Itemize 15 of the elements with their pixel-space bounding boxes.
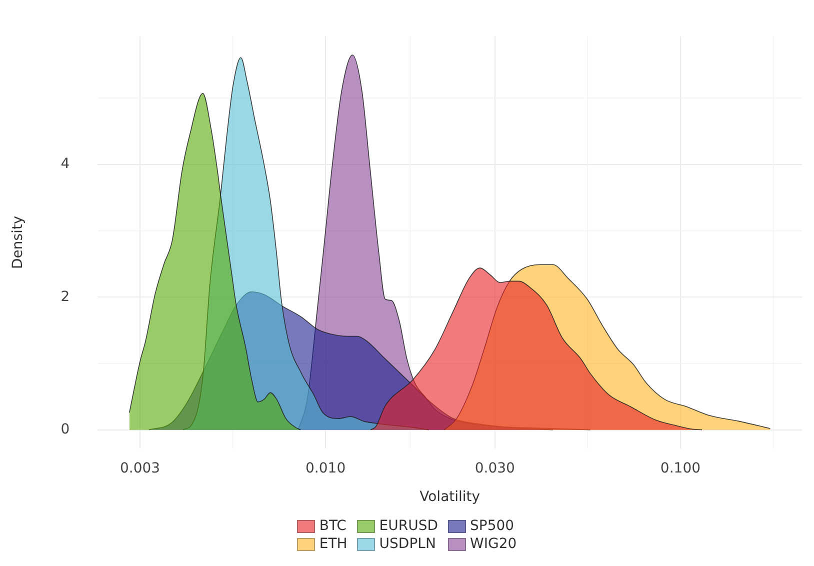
y-tick-label: 0 bbox=[60, 421, 70, 438]
legend-label: USDPLN bbox=[379, 536, 436, 552]
y-tick-label: 4 bbox=[60, 156, 70, 172]
x-axis-title: Volatility bbox=[420, 489, 480, 506]
legend-label: WIG20 bbox=[470, 536, 517, 552]
x-tick-label: 0.010 bbox=[306, 460, 346, 476]
y-axis-title: Density bbox=[10, 216, 26, 270]
legend-label: EURUSD bbox=[379, 518, 438, 534]
legend-label: ETH bbox=[319, 536, 348, 552]
x-tick-label: 0.030 bbox=[474, 460, 515, 476]
x-tick-label: 0.003 bbox=[120, 460, 160, 476]
y-tick-label: 2 bbox=[60, 288, 70, 305]
legend-label: BTC bbox=[319, 518, 346, 534]
legend-label: SP500 bbox=[470, 518, 514, 534]
x-tick-label: 0.100 bbox=[660, 460, 701, 476]
